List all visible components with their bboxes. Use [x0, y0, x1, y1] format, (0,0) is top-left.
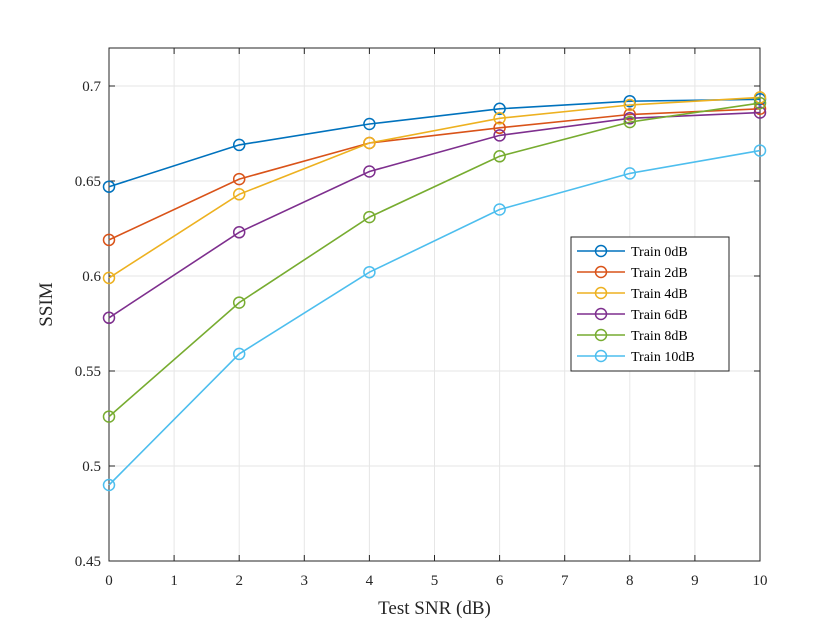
data-point [363, 136, 376, 150]
x-tick-label: 3 [301, 573, 309, 589]
legend-marker [594, 328, 608, 342]
series-line [108, 108, 761, 241]
series-train-0db [102, 93, 767, 193]
x-tick-label: 4 [366, 573, 374, 589]
data-point [102, 271, 116, 285]
x-tick-label: 6 [496, 573, 504, 589]
series-line [108, 96, 761, 279]
legend: Train 0dB Train 2dB Train 4dB Train 6dB Trai… [570, 236, 730, 372]
series-line [108, 149, 761, 486]
data-point [623, 115, 637, 129]
data-point [363, 210, 376, 224]
series-train-6db [102, 106, 767, 325]
data-point [232, 226, 246, 239]
legend-marker [594, 349, 608, 363]
legend-item: Train 8dB [577, 328, 688, 344]
data-point [493, 203, 506, 216]
legend-marker [594, 244, 608, 258]
data-point [232, 347, 246, 361]
x-tick-label: 9 [691, 573, 699, 589]
data-point [102, 233, 116, 247]
legend-item: Train 6dB [577, 307, 688, 323]
legend-box [570, 236, 730, 372]
data-point [623, 167, 637, 180]
data-point [623, 94, 637, 108]
legend-label: Train 4dB [631, 287, 688, 302]
legend-item: Train 0dB [577, 244, 688, 260]
data-point [493, 112, 506, 125]
series-train-4db [102, 91, 767, 285]
legend-label: Train 2dB [631, 266, 688, 281]
x-tick-label: 1 [170, 573, 178, 589]
y-axis-title: SSIM [36, 282, 57, 326]
data-point [493, 150, 506, 163]
series-train-10db [102, 144, 767, 492]
y-tick-label: 0.55 [75, 364, 101, 380]
data-point [753, 91, 767, 104]
y-tick-label: 0.7 [82, 79, 101, 95]
legend-item: Train 4dB [577, 286, 688, 302]
legend-label: Train 0dB [631, 245, 688, 260]
data-point [232, 188, 246, 201]
data-point [753, 144, 767, 157]
legend-item: Train 2dB [577, 265, 688, 281]
y-tick-label: 0.65 [75, 174, 101, 190]
legend-label: Train 8dB [631, 329, 688, 344]
x-tick-label: 5 [431, 573, 439, 589]
legend-label: Train 10dB [631, 350, 695, 365]
data-point [363, 117, 376, 131]
x-axis-title: Test SNR (dB) [378, 598, 491, 619]
y-tick-label: 0.45 [75, 554, 101, 570]
series-line [108, 102, 761, 418]
data-point [623, 108, 637, 121]
data-point [493, 129, 506, 142]
legend-marker [594, 307, 608, 321]
data-point [232, 172, 246, 186]
y-tick-label: 0.6 [82, 269, 101, 285]
legend-label: Train 6dB [631, 308, 688, 323]
series-line [108, 111, 761, 319]
legend-marker [594, 286, 608, 300]
x-tick-label: 2 [235, 573, 243, 589]
data-point [102, 478, 116, 492]
x-tick-label: 0 [105, 573, 113, 589]
data-point [363, 265, 376, 279]
y-tick-label: 0.5 [82, 459, 101, 475]
data-point [493, 102, 506, 116]
legend-marker [594, 265, 608, 279]
data-point [753, 106, 767, 119]
x-tick-label: 7 [561, 573, 569, 589]
data-series [102, 91, 767, 492]
data-point [232, 138, 246, 152]
series-line [108, 98, 761, 188]
data-point [102, 311, 116, 325]
data-point [493, 121, 506, 135]
x-tick-label: 8 [626, 573, 634, 589]
legend-item: Train 10dB [577, 349, 695, 365]
data-point [753, 96, 767, 110]
data-point [232, 296, 246, 309]
data-point [102, 410, 116, 423]
x-tick-label: 10 [753, 573, 768, 589]
data-point [102, 180, 116, 193]
data-point [623, 112, 637, 125]
data-point [623, 98, 637, 112]
series-train-8db [102, 96, 767, 423]
data-point [363, 165, 376, 178]
axis-ticks: 0 1 2 3 4 5 6 7 8 9 10 0.45 0.5 0.55 0.6 0.65 0.7 [75, 48, 768, 589]
